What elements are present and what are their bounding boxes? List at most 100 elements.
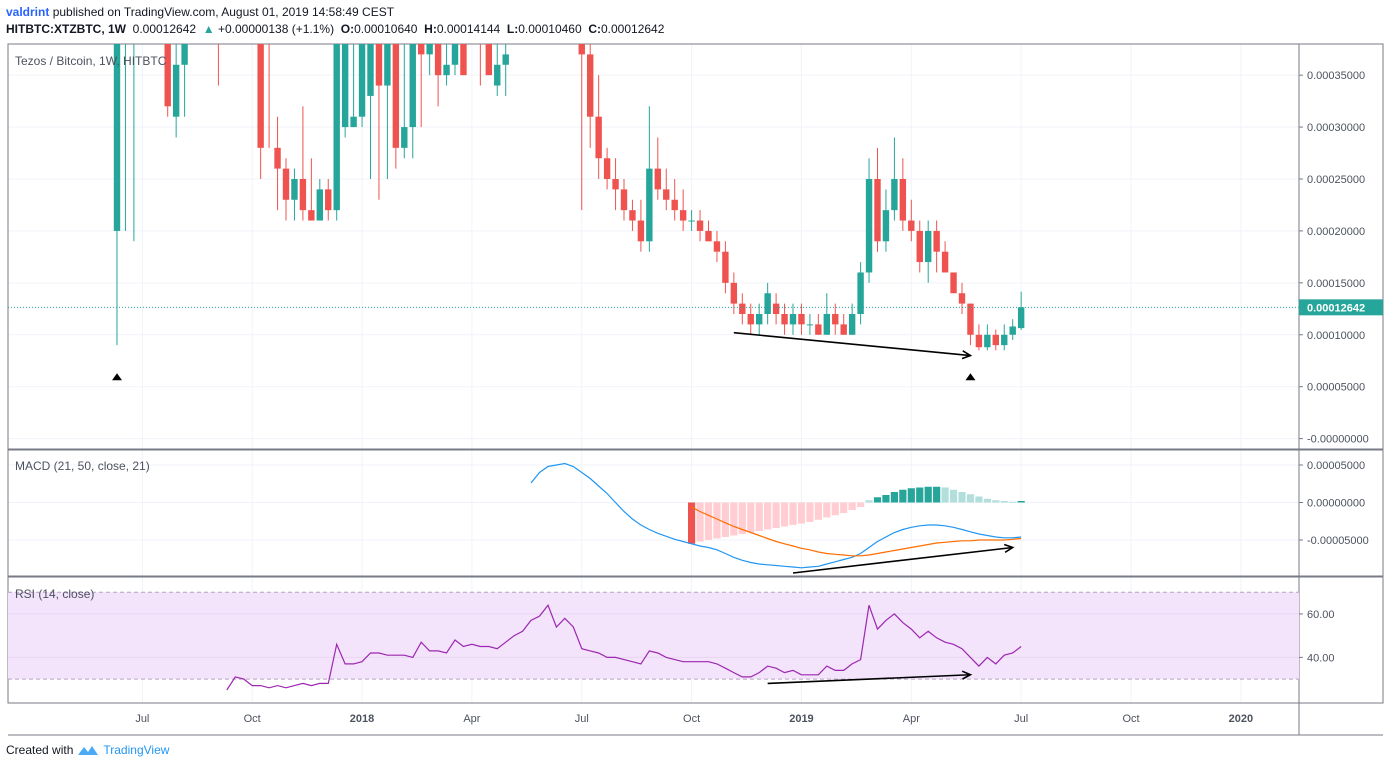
candle-body (418, 44, 425, 55)
author-name[interactable]: valdrint (6, 5, 50, 19)
histogram-bar (873, 497, 882, 503)
close-label: C: (588, 22, 601, 36)
candle-body (367, 44, 374, 96)
histogram-bar (882, 495, 890, 503)
histogram-bar (907, 488, 915, 503)
histogram-bar (789, 502, 797, 525)
candle-body (426, 44, 433, 55)
candle-body (215, 23, 221, 44)
rsi-band (8, 592, 1299, 680)
candle-body (671, 199, 678, 211)
candle-body (705, 230, 712, 242)
candle-body (747, 314, 754, 325)
macd-pane[interactable]: MACD (21, 50, close, 21) (15, 459, 1025, 574)
y-tick-label: -0.00000000 (1307, 434, 1369, 446)
x-tick-label: 2020 (1229, 713, 1253, 725)
histogram-bar (764, 502, 772, 530)
low-label: L: (506, 22, 519, 36)
macd-pane-title: MACD (21, 50, close, 21) (15, 459, 150, 473)
macd-trendline (792, 546, 1013, 574)
x-tick-label: Jul (1014, 713, 1028, 725)
last-price: 0.00012642 (132, 22, 197, 36)
y-tick-label: 60.00 (1307, 609, 1335, 621)
candle-body (722, 251, 729, 283)
y-tick-label: 0.00005000 (1307, 382, 1365, 394)
candle-body (1001, 334, 1008, 346)
histogram-bar (704, 502, 713, 540)
y-tick-label: 0.00030000 (1307, 122, 1365, 134)
candle-body (392, 44, 400, 148)
y-tick-label: 0.00035000 (1307, 70, 1365, 82)
histogram-bar (890, 492, 898, 503)
candle-body (882, 210, 890, 242)
candle-body (984, 334, 991, 348)
high-label: H: (424, 22, 437, 36)
candle-body (358, 44, 366, 117)
histogram-bar (721, 502, 729, 537)
histogram-bar (865, 500, 873, 503)
candle-body (739, 303, 746, 314)
candle-body (781, 314, 788, 325)
candle-body (756, 314, 763, 325)
candle-body (299, 179, 307, 211)
candle-body (899, 179, 907, 221)
rsi-pane[interactable]: RSI (14, close) (8, 587, 1299, 691)
histogram-bar (924, 486, 932, 503)
publish-info: valdrint published on TradingView.com, A… (6, 5, 394, 19)
candle-body (975, 334, 983, 348)
candle-body (730, 282, 738, 304)
histogram-bar (831, 502, 839, 516)
macd-line (530, 462, 1022, 569)
tradingview-brand[interactable]: TradingView (103, 743, 170, 757)
signal-line (691, 506, 1022, 557)
x-tick-label: 2018 (350, 713, 374, 725)
histogram-bar (780, 502, 789, 527)
histogram-bar (814, 502, 822, 520)
histogram-bar (688, 502, 696, 544)
price-pane[interactable]: 0.00012642 Tezos / Bitcoin, 1W, HITBTC (8, 23, 1383, 381)
candle-body (798, 314, 805, 325)
candle-body (443, 64, 450, 76)
open-label: O: (340, 22, 355, 36)
arrow-head-icon (961, 350, 973, 360)
candle-body (840, 324, 847, 335)
candle-body (908, 220, 915, 231)
candle-body (992, 334, 999, 346)
price-trendline (733, 331, 971, 357)
footer: Created with TradingView (6, 743, 169, 757)
y-tick-label: 0.00005000 (1307, 460, 1365, 472)
marker-up-icon (965, 373, 976, 381)
last-price-label: 0.00012642 (1307, 302, 1365, 314)
x-tick-label: 2019 (789, 713, 813, 725)
candle-body (857, 272, 864, 314)
candle-body (874, 179, 881, 242)
histogram-bar (857, 502, 865, 507)
candle-body (325, 189, 332, 211)
candle-body (291, 179, 298, 200)
candle-body (654, 168, 661, 190)
x-tick-label: Apr (463, 713, 480, 725)
y-tick-label: -0.00005000 (1307, 535, 1369, 547)
rsi-line (226, 603, 1022, 691)
candle-body (460, 44, 467, 76)
candle-body (578, 44, 585, 55)
histogram-bar (1000, 501, 1008, 503)
open-value: 0.00010640 (354, 22, 418, 36)
candle-body (308, 210, 315, 221)
candle-body (172, 64, 180, 117)
pane-frame (7, 449, 1384, 577)
marker-up-icon (112, 373, 122, 381)
candle-body (122, 23, 128, 24)
candle-body (823, 314, 830, 335)
candle-body (950, 272, 957, 294)
candle-body (257, 44, 264, 148)
close-value: 0.00012642 (600, 22, 665, 36)
candle-body (637, 220, 645, 242)
low-value: 0.00010460 (518, 22, 582, 36)
histogram-bar (738, 502, 746, 534)
price-change: +0.00000138 (+1.1%) (217, 22, 335, 36)
candle-body (131, 23, 137, 24)
high-value: 0.00014144 (436, 22, 501, 36)
rsi-pane-title: RSI (14, close) (15, 587, 94, 601)
